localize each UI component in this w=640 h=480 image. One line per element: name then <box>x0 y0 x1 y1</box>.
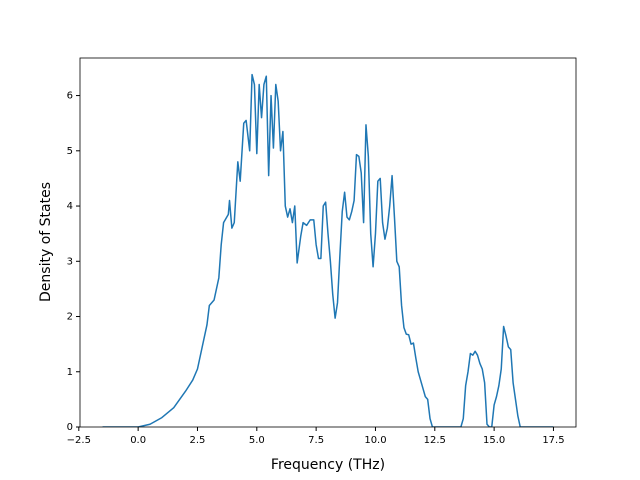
x-tick-label: 0.0 <box>130 435 146 446</box>
y-tick-label: 1 <box>67 367 73 378</box>
y-tick-label: 2 <box>67 312 73 323</box>
plot-frame <box>79 57 577 428</box>
y-tick-label: 5 <box>67 146 73 157</box>
x-tick-label: 10.0 <box>364 435 386 446</box>
y-tick-label: 0 <box>67 422 73 433</box>
x-tick-label: −2.5 <box>67 435 91 446</box>
x-axis-label: Frequency (THz) <box>271 457 385 473</box>
x-tick-label: 5.0 <box>249 435 265 446</box>
x-tick-label: 17.5 <box>542 435 564 446</box>
y-tick-label: 3 <box>67 256 73 267</box>
y-axis-label: Density of States <box>38 182 54 302</box>
x-tick-label: 15.0 <box>483 435 505 446</box>
data-line <box>102 73 554 427</box>
y-tick-label: 6 <box>67 91 73 102</box>
x-tick-label: 7.5 <box>308 435 324 446</box>
y-tick-label: 4 <box>67 201 73 212</box>
x-tick-label: 12.5 <box>424 435 446 446</box>
x-tick-label: 2.5 <box>190 435 206 446</box>
